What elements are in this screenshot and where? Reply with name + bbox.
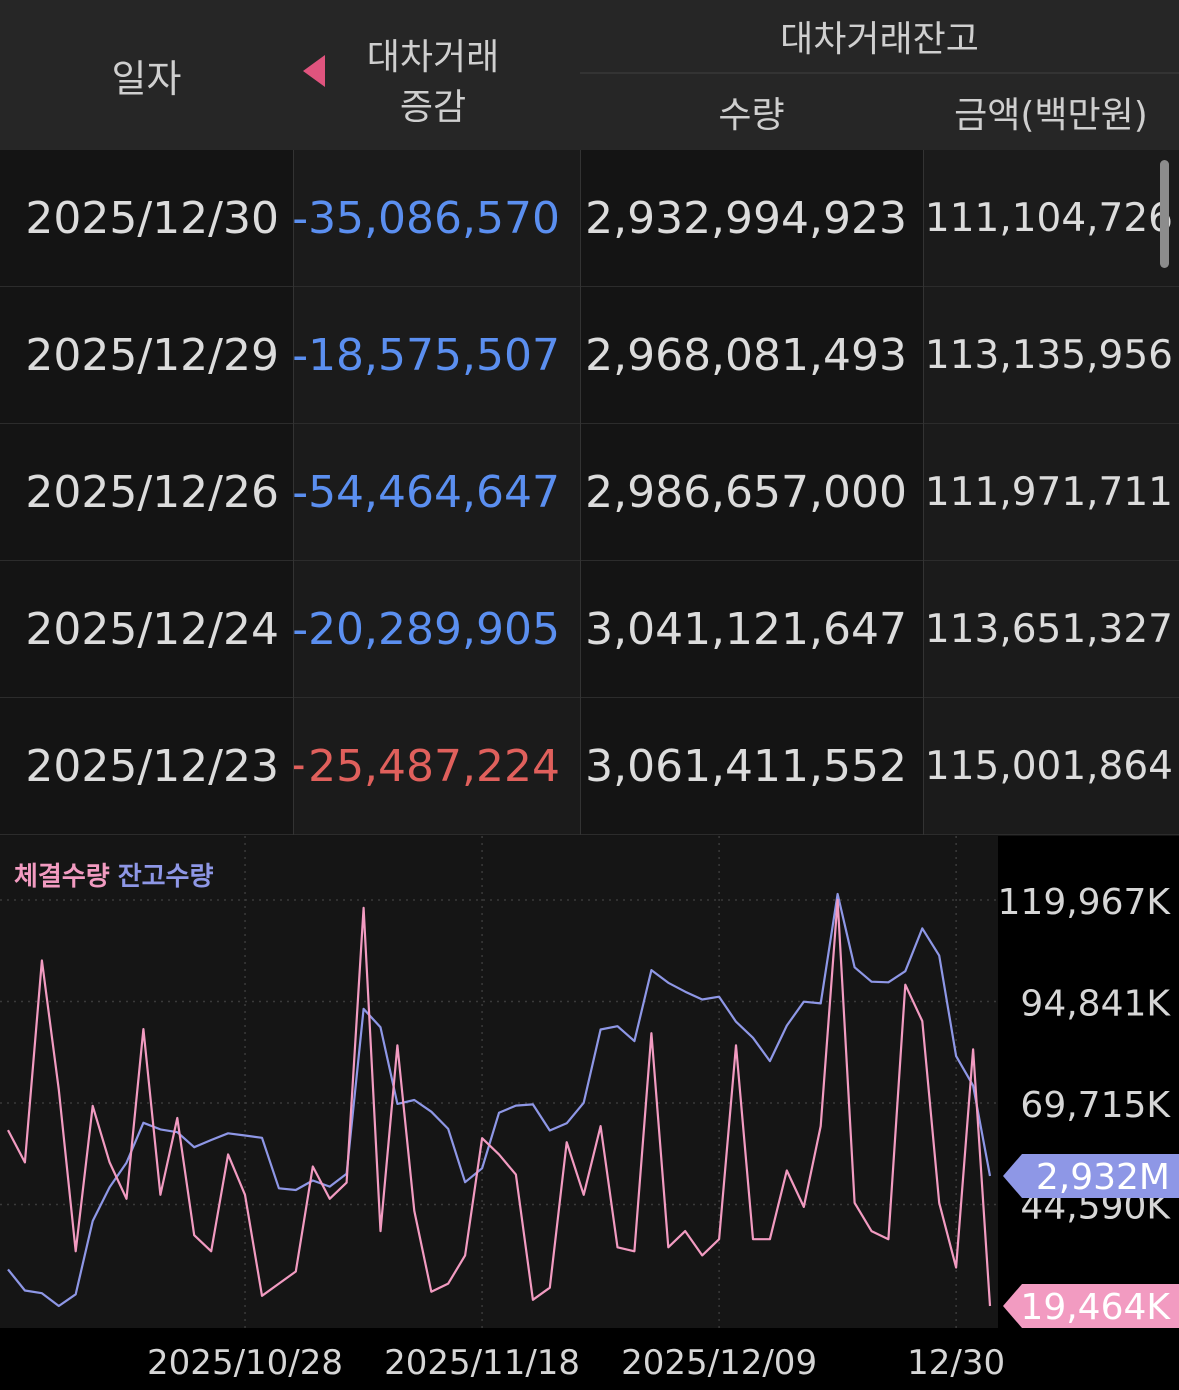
cell-quantity: 2,932,994,923	[580, 150, 923, 286]
row-divider	[0, 423, 1179, 424]
cell-quantity: 2,968,081,493	[580, 287, 923, 423]
column-header-change-line1: 대차거래	[366, 37, 500, 78]
cell-date: 2025/12/24	[0, 561, 293, 697]
cell-change: -35,086,570	[293, 150, 580, 286]
x-tick-label: 12/30	[907, 1343, 1005, 1383]
column-divider	[293, 150, 294, 835]
series-line-balance	[7, 892, 992, 1308]
row-divider	[0, 834, 1179, 835]
cell-quantity: 3,061,411,552	[580, 698, 923, 834]
y-tick-label: 69,715K	[1020, 1085, 1171, 1126]
table-row[interactable]: 2025/12/24 -20,289,905 3,041,121,647 113…	[0, 561, 1179, 698]
x-tick-label: 2025/12/09	[621, 1343, 817, 1383]
chart-plot-area[interactable]	[0, 836, 998, 1328]
legend-balance: 잔고수량	[117, 862, 214, 892]
column-header-change-line2: 증감	[399, 87, 467, 128]
cell-amount: 113,135,956	[923, 287, 1179, 423]
x-tick-label: 2025/11/18	[384, 1343, 580, 1383]
table-row[interactable]: 2025/12/23 +25,487,224 3,061,411,552 115…	[0, 698, 1179, 835]
x-tick-label: 2025/10/28	[147, 1343, 343, 1383]
cell-change: -20,289,905	[293, 561, 580, 697]
table-header: 일자 대차거래 증감 대차거래잔고 수량 금액(백만원)	[0, 0, 1179, 150]
cell-change: -54,464,647	[293, 424, 580, 560]
chart-y-axis-area	[998, 836, 1179, 1328]
legend-executed: 체결수량	[14, 862, 110, 892]
table-scrollbar[interactable]	[1160, 160, 1169, 268]
table-row[interactable]: 2025/12/30 -35,086,570 2,932,994,923 111…	[0, 150, 1179, 287]
cell-change: +25,487,224	[293, 698, 580, 834]
current-executed-tag	[1003, 1284, 1179, 1328]
column-group-balance: 대차거래잔고	[580, 0, 1179, 74]
current-balance-tag	[1003, 1154, 1179, 1198]
table-row[interactable]: 2025/12/26 -54,464,647 2,986,657,000 111…	[0, 424, 1179, 561]
column-header-date[interactable]: 일자	[111, 56, 182, 101]
current-balance-label: 2,932M	[1036, 1157, 1170, 1198]
table-row[interactable]: 2025/12/29 -18,575,507 2,968,081,493 113…	[0, 287, 1179, 424]
cell-quantity: 2,986,657,000	[580, 424, 923, 560]
row-divider	[0, 286, 1179, 287]
row-divider	[0, 560, 1179, 561]
cell-date: 2025/12/30	[0, 150, 293, 286]
y-tick-label: 119,967K	[998, 882, 1172, 923]
cell-amount: 111,971,711	[923, 424, 1179, 560]
y-tick-label: 94,841K	[1020, 984, 1171, 1025]
cell-date: 2025/12/26	[0, 424, 293, 560]
cell-quantity: 3,041,121,647	[580, 561, 923, 697]
lending-chart[interactable]: 119,967K 94,841K 69,715K 44,590K 2,932M 19,46…	[0, 836, 1179, 1390]
lending-table[interactable]: 2025/12/30 -35,086,570 2,932,994,923 111…	[0, 150, 1179, 835]
series-line-executed	[7, 898, 992, 1307]
column-header-amount[interactable]: 금액(백만원)	[954, 95, 1148, 136]
cell-amount: 113,651,327	[923, 561, 1179, 697]
cell-date: 2025/12/23	[0, 698, 293, 834]
column-divider	[580, 150, 581, 835]
cell-date: 2025/12/29	[0, 287, 293, 423]
cell-amount: 115,001,864	[923, 698, 1179, 834]
sort-arrow-icon[interactable]	[303, 55, 325, 87]
cell-change: -18,575,507	[293, 287, 580, 423]
column-divider	[923, 150, 924, 835]
cell-amount: 111,104,726	[923, 150, 1179, 286]
column-header-change[interactable]: 대차거래 증감	[293, 0, 580, 150]
row-divider	[0, 697, 1179, 698]
chart-legend: 체결수량 잔고수량	[14, 856, 213, 893]
chart-svg: 119,967K94,841K69,715K44,590K2,932M19,46…	[0, 836, 1179, 1383]
column-header-quantity[interactable]: 수량	[718, 95, 785, 136]
current-executed-label: 19,464K	[1020, 1287, 1171, 1328]
